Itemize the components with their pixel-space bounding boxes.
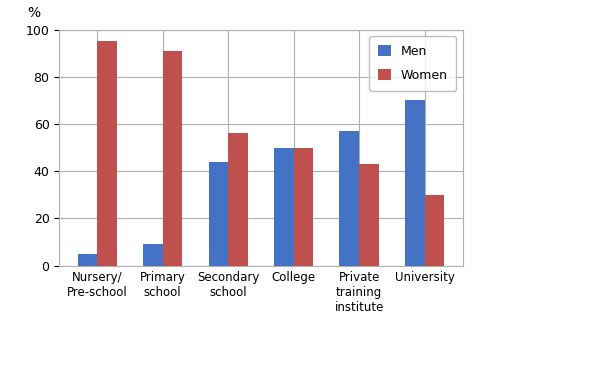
Bar xyxy=(359,164,379,266)
Bar xyxy=(339,131,359,266)
Text: %: % xyxy=(27,6,40,20)
Bar xyxy=(209,162,228,266)
Legend: Men, Women: Men, Women xyxy=(369,36,456,90)
Bar xyxy=(97,41,117,266)
Bar xyxy=(274,148,294,266)
Bar xyxy=(294,148,313,266)
Bar xyxy=(143,244,162,266)
Bar xyxy=(228,134,248,266)
Bar xyxy=(78,254,97,266)
Bar xyxy=(405,100,425,266)
Bar xyxy=(425,195,444,266)
Bar xyxy=(162,51,183,266)
